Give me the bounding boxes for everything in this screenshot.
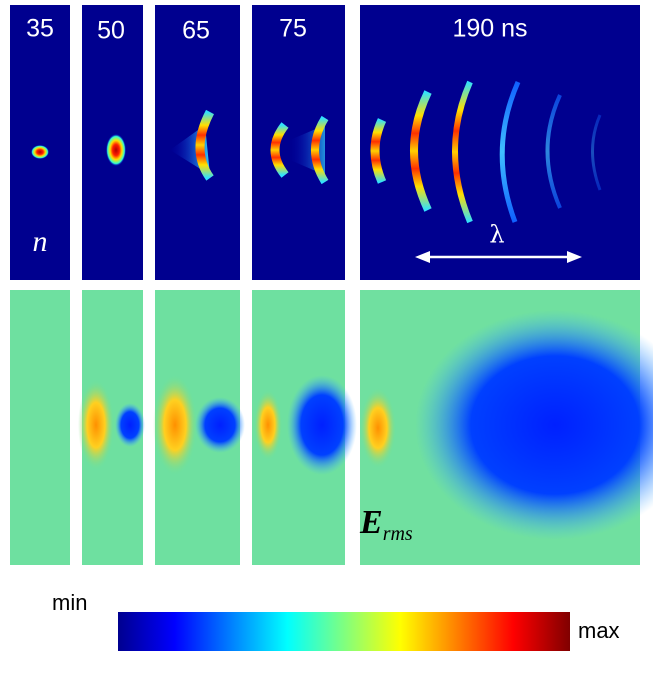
plasma-front — [311, 115, 329, 185]
panel-label: 75 — [279, 15, 307, 43]
panel-label: 50 — [97, 17, 125, 45]
density-row: 35 50 65 75 190 ns n λ — [10, 5, 640, 280]
plasma-front — [410, 90, 432, 212]
symbol: E — [359, 504, 383, 541]
panel — [10, 5, 70, 280]
panel-label: 190 ns — [452, 15, 527, 43]
subscript: rms — [383, 523, 413, 545]
field-max — [153, 375, 197, 475]
plasma-front — [452, 80, 473, 224]
field-symbol: Erms — [359, 504, 413, 545]
plasma-front — [545, 94, 562, 209]
density-symbol: n — [33, 225, 48, 258]
field-min — [115, 403, 145, 447]
field-max — [360, 388, 396, 468]
colorbar — [118, 612, 570, 651]
wavelength-symbol: λ — [489, 221, 504, 249]
panel-label: 65 — [182, 17, 210, 45]
field-min — [415, 310, 653, 540]
field-row: Erms — [10, 290, 653, 565]
field-max — [254, 390, 282, 460]
plasma-front — [591, 114, 602, 191]
plasma-blob — [31, 145, 49, 159]
plasma-front — [370, 118, 387, 184]
plasma-front — [499, 80, 521, 223]
field-min — [287, 375, 357, 475]
colorbar-max: max — [578, 618, 620, 643]
field-min — [195, 397, 245, 453]
panel-label: 35 — [26, 15, 54, 43]
panel — [10, 290, 70, 565]
field-max — [78, 380, 114, 470]
colorbar-min: min — [52, 590, 87, 615]
plasma-blob — [106, 134, 126, 166]
plasma-front — [270, 122, 289, 178]
plasma-front — [195, 109, 215, 181]
